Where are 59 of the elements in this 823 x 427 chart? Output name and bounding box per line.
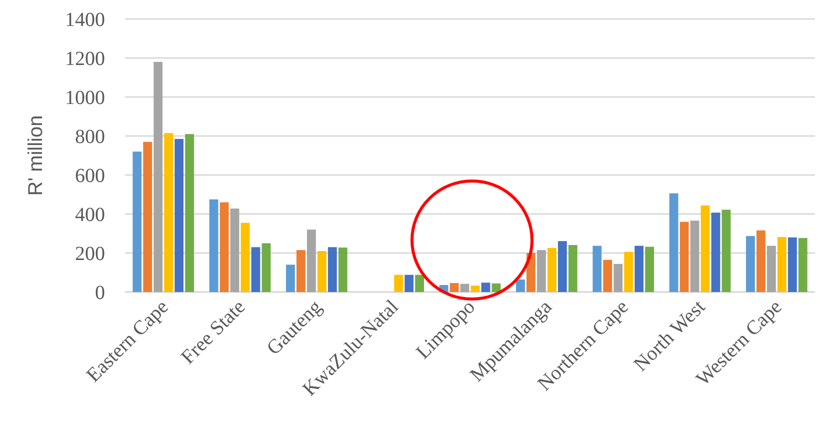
bar (164, 133, 174, 292)
y-tick-label: 600 (75, 165, 105, 187)
bar (547, 248, 556, 292)
bar (286, 264, 295, 292)
y-tick-label: 0 (95, 282, 105, 304)
bar (470, 286, 480, 292)
bar (404, 274, 414, 292)
bar (220, 202, 229, 292)
y-axis-title: R' million (25, 115, 47, 196)
bar (450, 283, 459, 292)
bar (614, 264, 623, 292)
bar (209, 199, 218, 292)
bar (558, 241, 567, 292)
x-tick-label: Free State (177, 296, 250, 368)
bar (306, 230, 316, 292)
y-tick-label: 1400 (65, 9, 105, 31)
bar (394, 274, 404, 292)
bar (415, 274, 424, 292)
bar (700, 205, 710, 292)
bar (240, 222, 250, 292)
bar (185, 134, 194, 292)
bar (143, 142, 152, 292)
bar (634, 246, 644, 292)
bar (536, 250, 546, 292)
y-tick-label: 200 (75, 243, 105, 265)
bar (603, 260, 612, 292)
bar (492, 283, 501, 292)
bar (262, 243, 271, 292)
bar (756, 230, 766, 292)
bar (516, 280, 525, 292)
bar (669, 193, 678, 292)
y-tick-label: 1000 (65, 87, 105, 109)
bar (317, 251, 326, 292)
bar (766, 246, 776, 292)
y-tick-label: 800 (75, 126, 105, 148)
bar (624, 252, 634, 292)
bar (174, 138, 184, 292)
bar (690, 220, 700, 292)
y-tick-label: 1200 (65, 48, 105, 70)
bar (722, 210, 731, 292)
bar (296, 250, 306, 292)
bar (711, 212, 720, 292)
y-tick-label: 400 (75, 204, 105, 226)
bar (460, 284, 470, 292)
bar (338, 248, 348, 292)
bar (777, 237, 786, 292)
bar (788, 237, 797, 292)
bar (645, 246, 654, 292)
bar (132, 152, 142, 292)
bar (746, 236, 755, 292)
bar (481, 282, 490, 292)
bar (680, 222, 689, 292)
bar (568, 245, 578, 292)
bar (154, 62, 163, 292)
bar (251, 247, 260, 292)
bar (798, 238, 808, 292)
bar (592, 246, 602, 292)
bar (230, 208, 240, 292)
bar (328, 247, 337, 292)
